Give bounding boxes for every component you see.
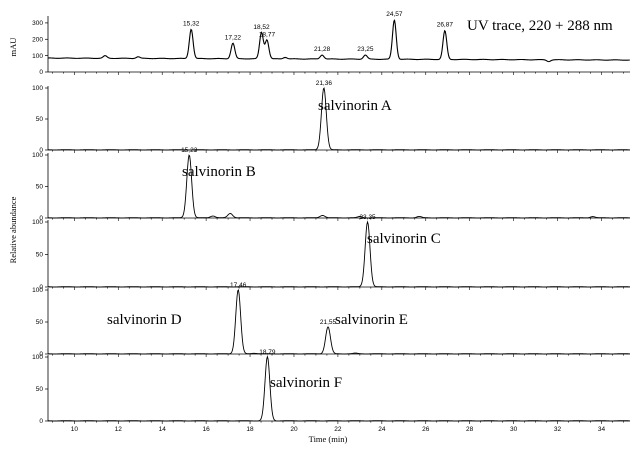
series-label: salvinorin F	[270, 375, 342, 391]
peak-label: 17,22	[225, 35, 242, 42]
y-tick-label: 0	[39, 418, 43, 425]
series-label: salvinorin C	[367, 231, 441, 247]
x-tick-label: 34	[598, 426, 606, 433]
y-tick-label: 0	[39, 147, 43, 154]
x-tick-label: 28	[466, 426, 474, 433]
peak-label: 17,46	[230, 282, 247, 289]
series-label: salvinorin D	[107, 312, 182, 328]
ion-trace-line	[47, 289, 630, 355]
uv-y-axis-label: mAU	[8, 38, 18, 57]
y-tick-label: 0	[39, 351, 43, 358]
ms-panel: 0 50 100 18,79 salvinorin F	[32, 349, 630, 425]
y-tick-label: 50	[36, 116, 44, 123]
y-tick-label: 300	[32, 20, 43, 27]
peak-label: 15,32	[183, 21, 200, 28]
y-tick-label: 100	[32, 287, 43, 294]
y-tick-label: 0	[39, 69, 43, 76]
y-tick-label: 200	[32, 36, 43, 43]
x-tick-label: 22	[334, 426, 342, 433]
x-tick-label: 30	[510, 426, 518, 433]
y-tick-label: 100	[32, 354, 43, 361]
y-tick-label: 50	[36, 184, 44, 191]
peak-label: 23,35	[359, 214, 376, 221]
ion-trace-line	[47, 220, 630, 288]
peak-label: 18,77	[259, 31, 276, 38]
peak-label: 18,52	[253, 24, 270, 31]
x-tick-label: 18	[246, 426, 254, 433]
ion-trace-line	[47, 355, 630, 422]
peak-label: 21,55	[320, 319, 337, 326]
y-tick-label: 100	[32, 152, 43, 159]
y-tick-label: 100	[32, 85, 43, 92]
uv-title: UV trace, 220 + 288 nm	[467, 18, 613, 34]
ms-y-axis-label: Relative abundance	[8, 196, 18, 263]
peak-label: 18,79	[259, 349, 276, 356]
x-tick-label: 10	[71, 426, 79, 433]
y-tick-label: 100	[32, 53, 43, 60]
ms-panel: 0 50 100 15,23 salvinorin B	[32, 147, 630, 222]
x-tick-label: 16	[203, 426, 211, 433]
x-tick-label: 24	[378, 426, 386, 433]
peak-label: 24,57	[386, 11, 403, 18]
ms-panel: 0 50 100 21,36 salvinorin A	[32, 80, 630, 154]
y-tick-label: 50	[36, 319, 44, 326]
y-tick-label: 0	[39, 284, 43, 291]
peak-label: 23,25	[357, 46, 374, 53]
x-tick-label: 14	[159, 426, 167, 433]
peak-label: 21,28	[314, 46, 331, 53]
peak-label: 26,87	[437, 21, 454, 28]
series-label: salvinorin A	[318, 98, 392, 114]
x-axis-label: Time (min)	[309, 434, 348, 444]
x-tick-label: 32	[554, 426, 562, 433]
y-tick-label: 100	[32, 219, 43, 226]
ms-panel: 0 50 100 17,46 21,55 salvinorin D salvinorin E	[32, 282, 630, 358]
ion-trace-line	[47, 154, 630, 219]
x-tick-label: 12	[115, 426, 123, 433]
uv-trace-line	[48, 19, 630, 63]
y-tick-label: 0	[39, 215, 43, 222]
ion-trace-line	[47, 87, 630, 151]
x-tick-label: 26	[422, 426, 430, 433]
series-label: salvinorin B	[182, 164, 256, 180]
series-label: salvinorin E	[335, 312, 408, 328]
peak-label: 15,23	[181, 147, 198, 154]
peak-label: 21,36	[316, 80, 333, 87]
ms-panel: 0 50 100 23,35 salvinorin C	[32, 214, 630, 291]
y-tick-label: 50	[36, 386, 44, 393]
y-tick-label: 50	[36, 252, 44, 259]
x-tick-label: 20	[290, 426, 298, 433]
